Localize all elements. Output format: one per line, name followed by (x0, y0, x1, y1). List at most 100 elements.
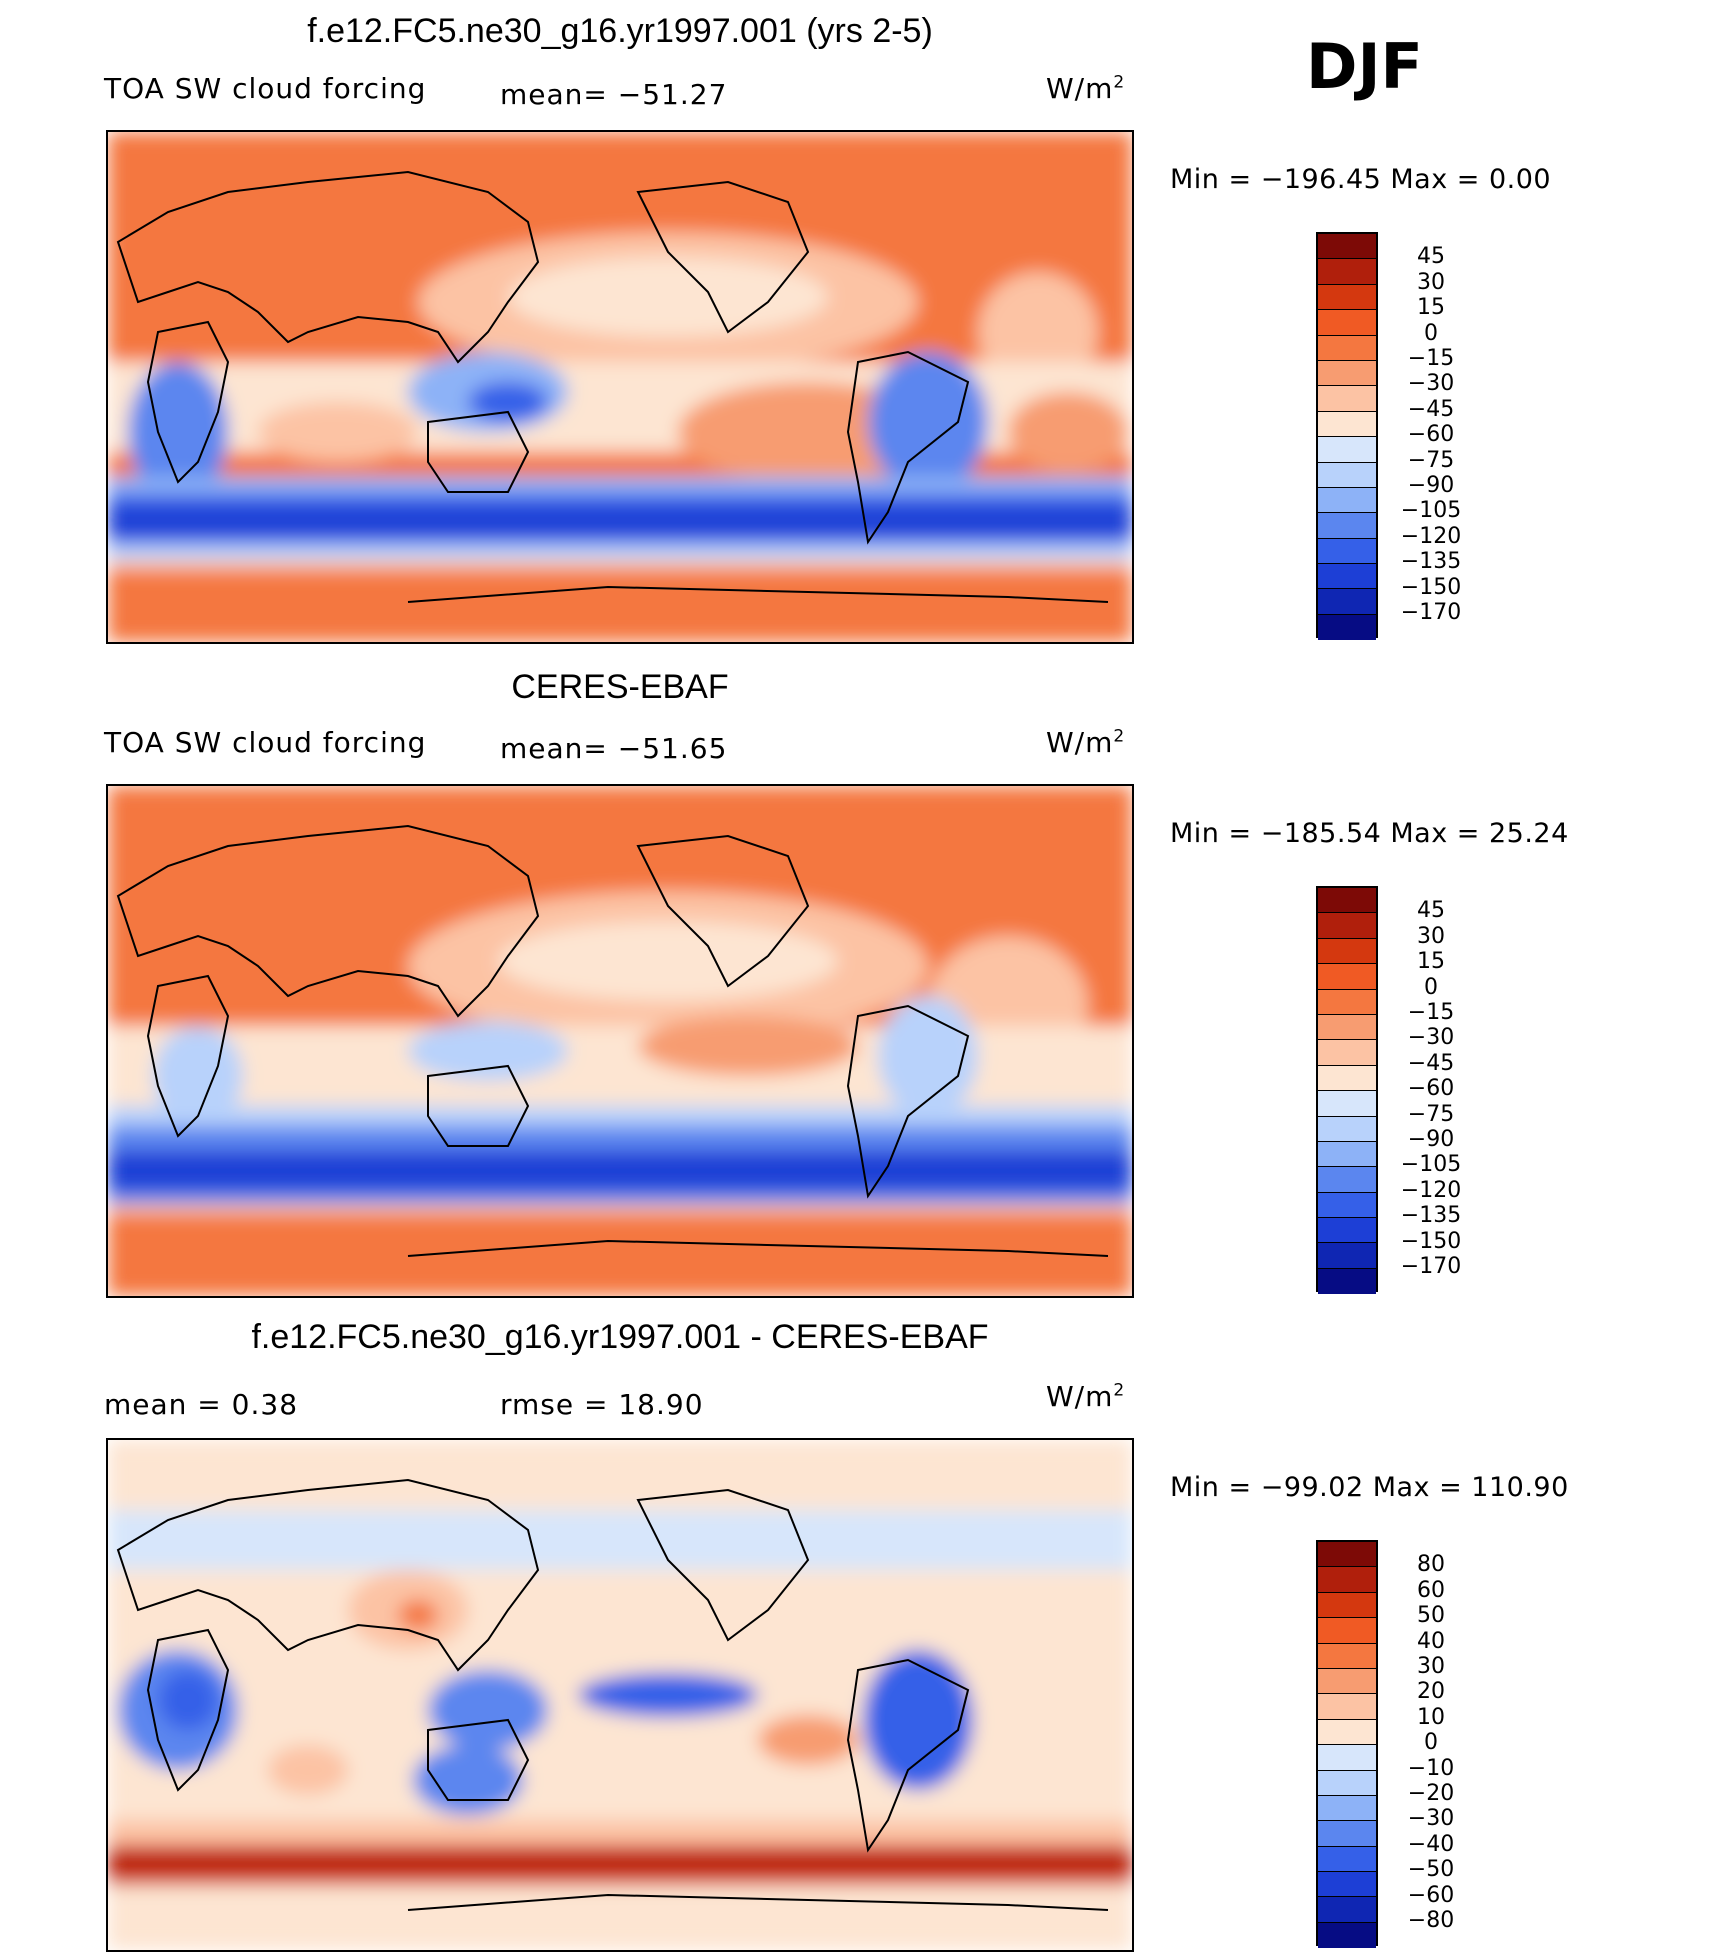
panel-2-map-svg (108, 786, 1132, 1296)
colorbar-swatch (1318, 614, 1376, 641)
colorbar-level-label: 15 (1417, 949, 1445, 975)
panel-3-units: W/m2 (1046, 1380, 1126, 1413)
colorbar-level-label: −60 (1407, 1076, 1455, 1102)
colorbar-swatch (1318, 1542, 1376, 1568)
panel-1-map-svg (108, 132, 1132, 642)
colorbar-level-label: −120 (1400, 1177, 1462, 1203)
colorbar-level-label: −60 (1407, 1882, 1455, 1908)
colorbar-swatch (1318, 1091, 1376, 1117)
colorbar-level-label: −105 (1400, 1152, 1462, 1178)
colorbar-swatch (1318, 462, 1376, 488)
panel-3-min-max: Min = −99.02 Max = 110.90 (1170, 1472, 1569, 1503)
colorbar-level-label: −170 (1400, 1254, 1462, 1279)
colorbar-level-label: −60 (1407, 422, 1455, 448)
colorbar-level-label: −15 (1407, 346, 1455, 371)
panel-3-title: f.e12.FC5.ne30_g16.yr1997.001 - CERES-EB… (251, 1318, 989, 1356)
colorbar-swatch (1318, 1770, 1376, 1796)
colorbar-level-label: −150 (1400, 574, 1462, 600)
colorbar-swatch (1318, 1821, 1376, 1847)
colorbar-swatch (1318, 1668, 1376, 1695)
colorbar-level-label: −135 (1400, 549, 1462, 575)
colorbar-level-label: 0 (1424, 974, 1438, 1000)
panel-3-rmse-label: rmse = 18.90 (500, 1388, 704, 1421)
colorbar-swatch (1318, 1065, 1376, 1092)
colorbar-level-label: 30 (1417, 1654, 1445, 1679)
colorbar-level-label: −135 (1400, 1203, 1462, 1229)
colorbar-swatch (1318, 284, 1376, 311)
panel-1-title: f.e12.FC5.ne30_g16.yr1997.001 (yrs 2-5) (307, 12, 933, 50)
colorbar-level-label: 30 (1417, 269, 1445, 295)
colorbar-swatch (1318, 989, 1376, 1015)
colorbar-level-label: 30 (1417, 923, 1445, 949)
colorbar-level-label: −80 (1407, 1908, 1455, 1933)
colorbar-level-label: 80 (1417, 1552, 1445, 1578)
colorbar-swatch (1318, 335, 1376, 361)
panel-1-coastlines (116, 170, 1109, 603)
colorbar-swatch (1318, 1872, 1376, 1898)
colorbar-swatch (1318, 1618, 1376, 1644)
colorbar-level-label: −75 (1407, 1101, 1455, 1127)
colorbar-swatch (1318, 1694, 1376, 1720)
colorbar-swatch (1318, 964, 1376, 990)
panel-2-coastlines (116, 824, 1109, 1257)
colorbar-level-label: 10 (1417, 1704, 1445, 1730)
colorbar-level-label: 15 (1417, 295, 1445, 321)
colorbar-level-label: −45 (1407, 1050, 1455, 1076)
panel-3-map (106, 1438, 1134, 1952)
colorbar-level-label: 40 (1417, 1628, 1445, 1654)
colorbar-swatch (1318, 234, 1376, 260)
colorbar-level-label: −90 (1407, 473, 1455, 498)
colorbar-swatch (1318, 1795, 1376, 1822)
colorbar-swatch (1318, 1643, 1376, 1669)
colorbar-swatch (1318, 1218, 1376, 1244)
colorbar-level-label: −10 (1407, 1755, 1455, 1781)
colorbar-level-label: 45 (1417, 898, 1445, 924)
panel-2-title: CERES-EBAF (511, 668, 729, 706)
colorbar-swatch (1318, 1141, 1376, 1168)
panel-3-map-svg (108, 1440, 1132, 1950)
panel-1-units: W/m2 (1046, 72, 1126, 105)
colorbar-swatch (1318, 487, 1376, 514)
colorbar-swatch (1318, 888, 1376, 914)
colorbar-swatch (1318, 1014, 1376, 1041)
colorbar-level-label: −20 (1407, 1781, 1455, 1806)
colorbar-level-label: −30 (1407, 1025, 1455, 1051)
colorbar-swatch (1318, 360, 1376, 387)
panel-2-variable-label: TOA SW cloud forcing (104, 726, 427, 759)
panel-3-colorbar (1316, 1540, 1378, 1949)
colorbar-swatch (1318, 1846, 1376, 1873)
colorbar-level-label: −40 (1407, 1831, 1455, 1857)
colorbar-level-label: −30 (1407, 1806, 1455, 1832)
panel-2-units: W/m2 (1046, 726, 1126, 759)
colorbar-level-label: 0 (1424, 1730, 1438, 1756)
colorbar-swatch (1318, 259, 1376, 285)
colorbar-swatch (1318, 1192, 1376, 1219)
panel-1-mean-label: mean= −51.27 (500, 78, 728, 111)
colorbar-level-label: −15 (1407, 1000, 1455, 1025)
panel-2-min-max: Min = −185.54 Max = 25.24 (1170, 818, 1569, 849)
colorbar-swatch (1318, 538, 1376, 565)
panel-1-map (106, 130, 1134, 644)
colorbar-level-label: −120 (1400, 523, 1462, 549)
colorbar-swatch (1318, 1592, 1376, 1619)
colorbar-swatch (1318, 1922, 1376, 1949)
colorbar-level-label: −45 (1407, 396, 1455, 422)
colorbar-swatch (1318, 310, 1376, 336)
colorbar-swatch (1318, 411, 1376, 438)
colorbar-swatch (1318, 1567, 1376, 1593)
colorbar-level-label: −105 (1400, 498, 1462, 524)
colorbar-level-label: 50 (1417, 1603, 1445, 1629)
colorbar-swatch (1318, 564, 1376, 590)
panel-1-variable-label: TOA SW cloud forcing (104, 72, 427, 105)
panel-2-mean-label: mean= −51.65 (500, 732, 728, 765)
panel-1-min-max: Min = −196.45 Max = 0.00 (1170, 164, 1552, 195)
colorbar-level-label: 20 (1417, 1679, 1445, 1705)
colorbar-level-label: −30 (1407, 371, 1455, 397)
colorbar-swatch (1318, 1116, 1376, 1142)
colorbar-level-label: −150 (1400, 1228, 1462, 1254)
colorbar-level-label: 60 (1417, 1577, 1445, 1603)
panel-3-mean-label: mean = 0.38 (104, 1388, 299, 1421)
panel-2-map (106, 784, 1134, 1298)
colorbar-level-label: −75 (1407, 447, 1455, 473)
colorbar-swatch (1318, 386, 1376, 412)
